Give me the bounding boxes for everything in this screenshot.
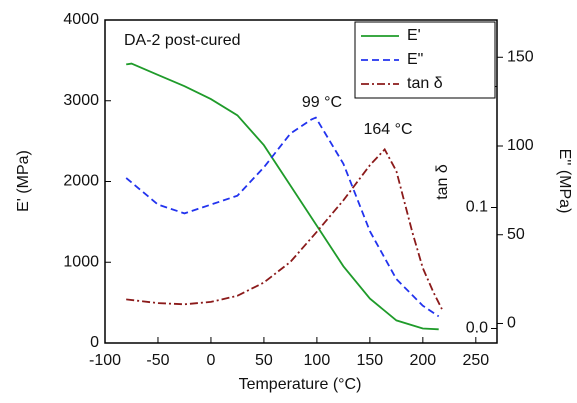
series-line [126,62,439,331]
x-tick-label: 50 [255,352,273,369]
y2-tick-label: 100 [507,137,534,154]
y-tick-label: 3000 [63,92,99,109]
y-tick-label: 0 [90,334,99,351]
y2-tick-label: 150 [507,48,534,65]
x-tick-label: 250 [462,352,489,369]
y-tick-label: 1000 [63,253,99,270]
series-line [125,116,440,318]
y2-axis-label: E'' (MPa) [556,149,573,214]
y2-tick-label: 0 [507,315,516,332]
y3-axis-label: tan δ [434,164,451,200]
x-tick-label: -50 [146,352,169,369]
y-axis-label: E' (MPa) [15,150,32,212]
y-tick-label: 4000 [63,11,99,28]
y-tick-label: 2000 [63,173,99,190]
y2-tick-label: 50 [507,226,525,243]
legend-label: E' [407,27,421,44]
series-line [126,147,443,310]
annotation: 99 °C [302,94,342,111]
legend-label: tan δ [407,75,443,92]
x-tick-label: 150 [357,352,384,369]
y3-tick-label: 0.1 [466,199,488,216]
x-tick-label: 100 [304,352,331,369]
x-tick-label: 0 [206,352,215,369]
annotation: DA-2 post-cured [124,32,241,49]
annotation: 164 °C [363,121,412,138]
y3-tick-label: 0.0 [466,320,488,337]
x-axis-label: Temperature (°C) [239,376,362,393]
x-tick-label: -100 [89,352,121,369]
x-tick-label: 200 [409,352,436,369]
legend-label: E" [407,51,423,68]
